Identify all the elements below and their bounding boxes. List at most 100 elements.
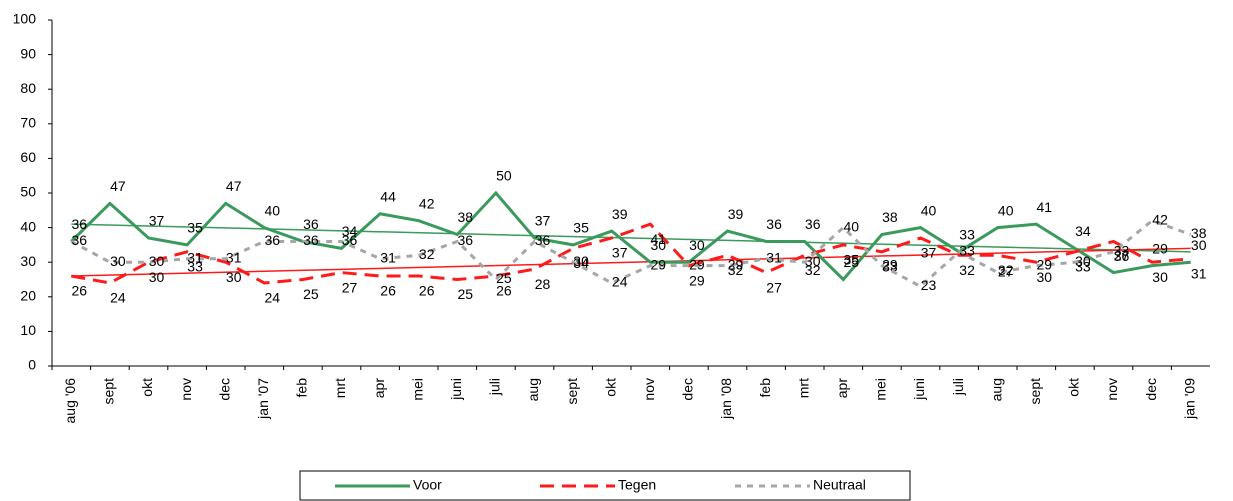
data-label: 47 — [226, 178, 242, 194]
data-label: 31 — [187, 249, 203, 265]
data-label: 50 — [496, 168, 512, 184]
x-tick-label: aug — [988, 378, 1004, 401]
data-label: 38 — [1191, 225, 1207, 241]
data-label: 42 — [1152, 211, 1168, 227]
legend-label: Neutraal — [813, 477, 866, 493]
data-label: 31 — [766, 249, 782, 265]
data-label: 30 — [110, 253, 126, 269]
data-label: 24 — [265, 290, 281, 306]
data-label: 27 — [766, 279, 782, 295]
data-label: 37 — [612, 245, 628, 261]
data-label: 25 — [303, 286, 319, 302]
data-label: 30 — [226, 269, 242, 285]
trend-line — [71, 247, 1191, 277]
data-label: 25 — [458, 286, 474, 302]
data-label: 29 — [1037, 256, 1053, 272]
data-label: 36 — [766, 216, 782, 232]
x-tick-label: dec — [1143, 378, 1159, 401]
x-tick-label: jan '09 — [1181, 378, 1197, 420]
x-tick-label: okt — [139, 378, 155, 397]
x-tick-label: juni — [911, 378, 927, 401]
x-tick-label: okt — [602, 378, 618, 397]
data-label: 34 — [342, 223, 358, 239]
data-label: 30 — [805, 253, 821, 269]
y-tick-label: 90 — [20, 45, 36, 61]
x-tick-label: feb — [294, 378, 310, 398]
data-label: 26 — [380, 283, 396, 299]
data-label: 29 — [651, 256, 667, 272]
legend-label: Voor — [413, 477, 442, 493]
x-tick-label: aug '06 — [62, 378, 78, 424]
x-tick-label: mei — [409, 378, 425, 401]
x-tick-label: dec — [216, 378, 232, 401]
data-label: 39 — [728, 206, 744, 222]
data-label: 33 — [1114, 243, 1130, 259]
x-tick-label: okt — [1066, 378, 1082, 397]
data-label: 30 — [149, 269, 165, 285]
data-label: 24 — [110, 290, 126, 306]
data-label: 36 — [342, 232, 358, 248]
x-tick-label: aug — [525, 378, 541, 401]
x-tick-label: mrt — [332, 378, 348, 398]
data-label: 33 — [1075, 259, 1091, 275]
data-label: 40 — [265, 202, 281, 218]
y-tick-label: 10 — [20, 322, 36, 338]
data-label: 33 — [959, 227, 975, 243]
series-line — [70, 218, 1192, 289]
y-tick-label: 80 — [20, 80, 36, 96]
data-label: 30 — [149, 253, 165, 269]
data-label: 27 — [342, 279, 358, 295]
x-tick-label: dec — [680, 378, 696, 401]
data-label: 25 — [844, 254, 860, 270]
data-label: 32 — [419, 246, 435, 262]
data-label: 33 — [187, 259, 203, 275]
data-label: 30 — [651, 237, 667, 253]
y-tick-label: 40 — [20, 218, 36, 234]
x-tick-label: jan '08 — [718, 378, 734, 420]
data-label: 42 — [419, 195, 435, 211]
data-label: 32 — [959, 262, 975, 278]
data-label: 27 — [1114, 247, 1130, 263]
y-tick-label: 50 — [20, 184, 36, 200]
data-label: 26 — [72, 283, 88, 299]
y-tick-label: 0 — [28, 357, 36, 373]
x-tick-label: nov — [178, 378, 194, 401]
data-label: 29 — [882, 256, 898, 272]
x-tick-label: juli — [487, 378, 503, 396]
data-label: 40 — [844, 218, 860, 234]
data-label: 31 — [226, 249, 242, 265]
data-label: 41 — [1037, 199, 1053, 215]
data-label: 36 — [458, 232, 474, 248]
data-label: 30 — [1075, 253, 1091, 269]
data-label: 30 — [573, 253, 589, 269]
data-label: 37 — [535, 213, 551, 229]
data-label: 34 — [1075, 223, 1091, 239]
data-label: 33 — [959, 243, 975, 259]
data-label: 35 — [844, 252, 860, 268]
data-label: 47 — [110, 178, 126, 194]
data-label: 28 — [535, 276, 551, 292]
x-tick-label: mrt — [795, 378, 811, 398]
x-tick-label: apr — [834, 378, 850, 399]
data-label: 31 — [1191, 265, 1207, 281]
x-tick-label: sept — [564, 378, 580, 405]
x-tick-label: juli — [950, 378, 966, 396]
y-tick-label: 20 — [20, 288, 36, 304]
data-label: 29 — [689, 272, 705, 288]
data-label: 26 — [419, 283, 435, 299]
series-line — [70, 190, 1191, 282]
data-label: 37 — [921, 245, 937, 261]
x-tick-label: nov — [1104, 378, 1120, 401]
y-tick-label: 70 — [20, 115, 36, 131]
y-tick-label: 60 — [20, 149, 36, 165]
data-label: 30 — [689, 237, 705, 253]
x-tick-label: sept — [1027, 378, 1043, 405]
data-label: 36 — [72, 216, 88, 232]
data-label: 35 — [573, 220, 589, 236]
data-label: 26 — [496, 283, 512, 299]
data-label: 37 — [149, 213, 165, 229]
data-label: 36 — [805, 216, 821, 232]
x-tick-label: sept — [101, 378, 117, 405]
x-tick-label: nov — [641, 378, 657, 401]
